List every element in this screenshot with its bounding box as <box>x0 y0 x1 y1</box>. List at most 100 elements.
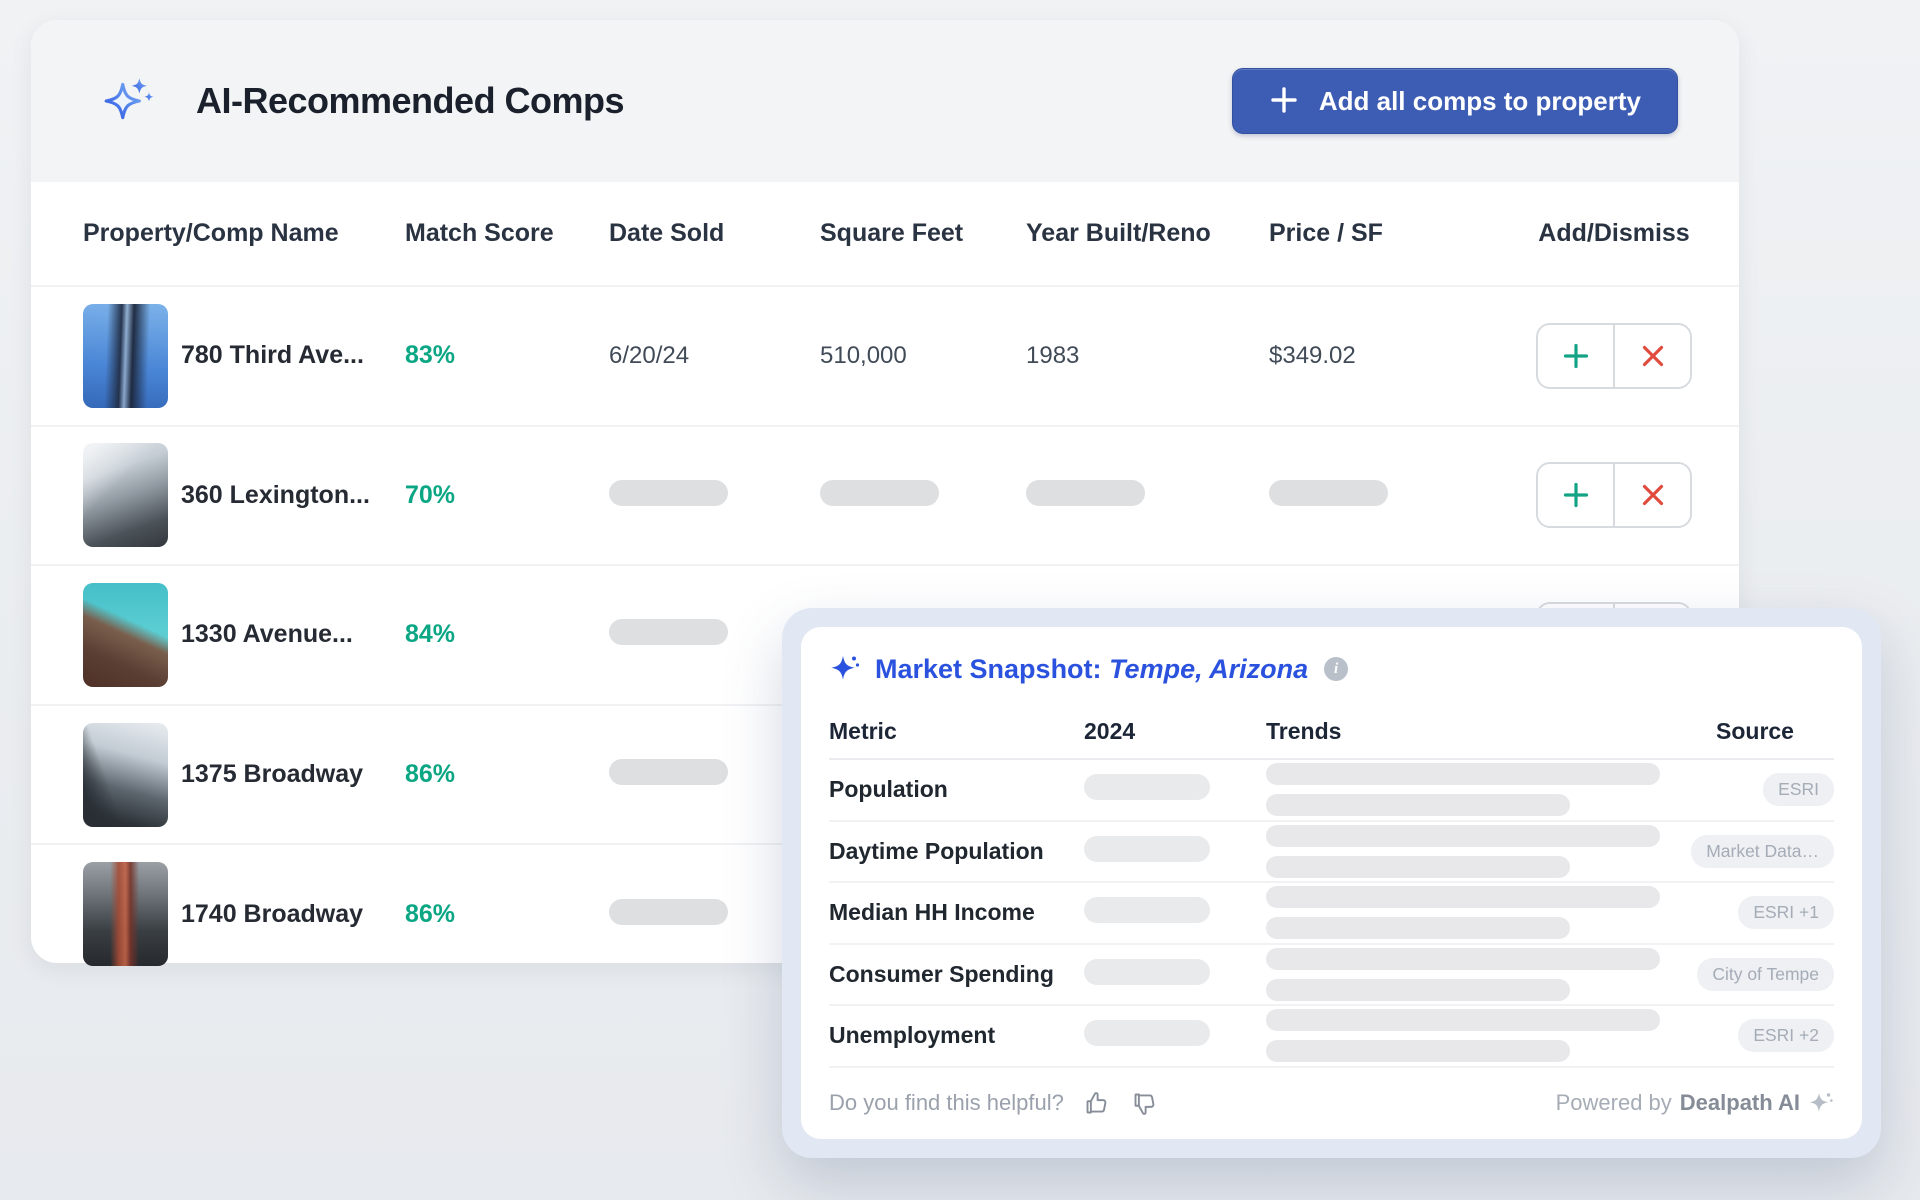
property-name: 1330 Avenue... <box>181 620 353 649</box>
ai-sparkle-icon <box>100 73 156 129</box>
source-badge: ESRI <box>1763 773 1834 807</box>
property-name: 780 Third Ave... <box>181 341 364 370</box>
snapshot-row: Median HH Income ESRI +1 <box>829 883 1834 945</box>
value-placeholder <box>1084 897 1210 924</box>
square-feet-value: 510,000 <box>820 341 907 369</box>
thumbs-down-button[interactable] <box>1130 1088 1160 1118</box>
snapshot-title: Market Snapshot: Tempe, Arizona <box>875 654 1308 685</box>
ai-sparkle-icon <box>829 653 861 685</box>
trend-placeholder <box>1266 947 1660 970</box>
property-name: 1740 Broadway <box>181 899 364 928</box>
loading-placeholder <box>609 619 728 646</box>
column-header-date: Date Sold <box>609 219 725 247</box>
dismiss-comp-button[interactable] <box>1615 464 1690 527</box>
snapshot-column-metric: Metric <box>829 718 897 744</box>
add-all-comps-button[interactable]: Add all comps to property <box>1231 68 1678 134</box>
snapshot-column-source: Source <box>1716 718 1794 744</box>
snapshot-title-prefix: Market Snapshot: <box>875 653 1102 684</box>
powered-by-prefix: Powered by <box>1555 1090 1672 1116</box>
metric-label: Unemployment <box>829 1022 996 1049</box>
source-badge: City of Tempe <box>1697 957 1834 991</box>
page-title: AI-Recommended Comps <box>196 80 625 121</box>
year-built-value: 1983 <box>1026 341 1080 369</box>
match-score: 84% <box>405 620 456 649</box>
snapshot-row: Population ESRI <box>829 760 1834 822</box>
table-row: 360 Lexington... 70% <box>31 424 1739 565</box>
property-photo <box>83 582 168 687</box>
feedback-question: Do you find this helpful? <box>829 1090 1064 1116</box>
property-photo <box>83 722 168 827</box>
dismiss-comp-button[interactable] <box>1615 324 1690 387</box>
source-badge: ESRI +1 <box>1738 896 1834 930</box>
property-photo <box>83 443 168 548</box>
value-placeholder <box>1084 835 1210 862</box>
property-photo <box>83 303 168 408</box>
value-placeholder <box>1084 774 1210 801</box>
ai-sparkle-icon <box>1808 1090 1834 1116</box>
plus-icon <box>1269 85 1299 118</box>
add-dismiss-group <box>1536 322 1692 389</box>
snapshot-column-trends: Trends <box>1266 718 1342 744</box>
brand-name: Dealpath AI <box>1679 1090 1800 1116</box>
add-comp-button[interactable] <box>1538 464 1615 527</box>
date-sold-value: 6/20/24 <box>609 341 690 369</box>
property-name: 1375 Broadway <box>181 760 364 789</box>
source-badge: ESRI +2 <box>1738 1019 1834 1053</box>
add-dismiss-group <box>1536 462 1692 529</box>
loading-placeholder <box>1026 479 1145 506</box>
trend-placeholder <box>1266 978 1570 1001</box>
price-sf-value: $349.02 <box>1269 341 1356 369</box>
trend-placeholder <box>1266 794 1570 817</box>
trend-placeholder <box>1266 763 1660 786</box>
match-score: 86% <box>405 899 456 928</box>
snapshot-location: Tempe, Arizona <box>1109 653 1309 684</box>
value-placeholder <box>1084 1020 1210 1047</box>
loading-placeholder <box>609 479 728 506</box>
comps-card-header: AI-Recommended Comps Add all comps to pr… <box>31 20 1739 182</box>
add-comp-button[interactable] <box>1538 324 1615 387</box>
loading-placeholder <box>820 479 939 506</box>
info-icon[interactable]: i <box>1324 657 1349 681</box>
trend-placeholder <box>1266 1009 1660 1032</box>
trend-placeholder <box>1266 917 1570 940</box>
loading-placeholder <box>609 898 728 925</box>
powered-by: Powered by Dealpath AI <box>1556 1090 1834 1116</box>
snapshot-header: Market Snapshot: Tempe, Arizona i <box>829 627 1834 705</box>
ai-recommended-comps-card: AI-Recommended Comps Add all comps to pr… <box>31 20 1739 967</box>
metric-label: Consumer Spending <box>829 960 1054 987</box>
value-placeholder <box>1084 958 1210 985</box>
snapshot-row: Consumer Spending City of Tempe <box>829 945 1834 1006</box>
add-all-comps-label: Add all comps to property <box>1318 85 1641 116</box>
column-header-match: Match Score <box>405 219 554 247</box>
snapshot-table-header: Metric 2024 Trends Source <box>829 705 1834 760</box>
metric-label: Daytime Population <box>829 837 1044 864</box>
loading-placeholder <box>1269 479 1388 506</box>
loading-placeholder <box>609 759 728 786</box>
comps-table-header: Property/Comp Name Match Score Date Sold… <box>31 182 1739 285</box>
property-name: 360 Lexington... <box>181 480 370 509</box>
source-badge: Market Data… <box>1691 834 1834 868</box>
column-header-sqft: Square Feet <box>820 219 964 247</box>
snapshot-row: Unemployment ESRI +2 <box>829 1006 1834 1068</box>
column-header-price: Price / SF <box>1269 219 1383 247</box>
column-header-year: Year Built/Reno <box>1026 219 1211 247</box>
match-score: 83% <box>405 341 456 370</box>
market-snapshot-popover: Market Snapshot: Tempe, Arizona i Metric… <box>782 608 1881 1158</box>
metric-label: Median HH Income <box>829 899 1035 926</box>
market-snapshot-card: Market Snapshot: Tempe, Arizona i Metric… <box>801 627 1862 1139</box>
thumbs-up-button[interactable] <box>1082 1088 1112 1118</box>
column-header-name: Property/Comp Name <box>83 219 339 247</box>
metric-label: Population <box>829 776 948 803</box>
table-row: 780 Third Ave... 83% 6/20/24 510,000 198… <box>31 285 1739 425</box>
column-header-actions: Add/Dismiss <box>1538 219 1690 247</box>
property-photo <box>83 862 168 967</box>
trend-placeholder <box>1266 855 1570 878</box>
snapshot-column-2024: 2024 <box>1084 718 1136 744</box>
trend-placeholder <box>1266 824 1660 847</box>
trend-placeholder <box>1266 886 1660 909</box>
snapshot-footer: Do you find this helpful? Powered by De <box>829 1068 1834 1140</box>
trend-placeholder <box>1266 1040 1570 1063</box>
match-score: 86% <box>405 760 456 789</box>
snapshot-row: Daytime Population Market Data… <box>829 822 1834 883</box>
match-score: 70% <box>405 480 456 509</box>
